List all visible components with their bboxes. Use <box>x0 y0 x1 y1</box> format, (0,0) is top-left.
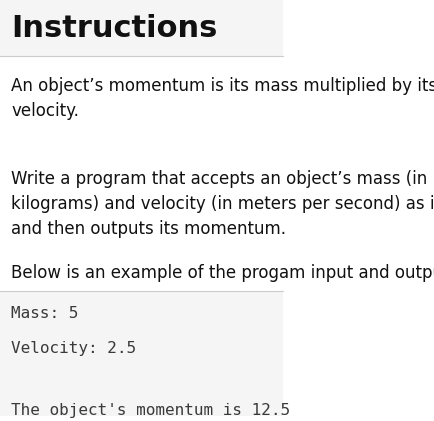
Text: An object’s momentum is its mass multiplied by its
velocity.: An object’s momentum is its mass multipl… <box>11 77 434 120</box>
Text: Write a program that accepts an object’s mass (in
kilograms) and velocity (in me: Write a program that accepts an object’s… <box>11 171 434 238</box>
Text: The object's momentum is 12.5: The object's momentum is 12.5 <box>11 403 290 418</box>
FancyBboxPatch shape <box>0 0 283 56</box>
FancyBboxPatch shape <box>0 291 283 416</box>
Text: Instructions: Instructions <box>11 13 217 43</box>
Text: Below is an example of the progam input and output:: Below is an example of the progam input … <box>11 264 434 282</box>
Text: Velocity: 2.5: Velocity: 2.5 <box>11 341 136 356</box>
Text: Mass: 5: Mass: 5 <box>11 306 79 320</box>
